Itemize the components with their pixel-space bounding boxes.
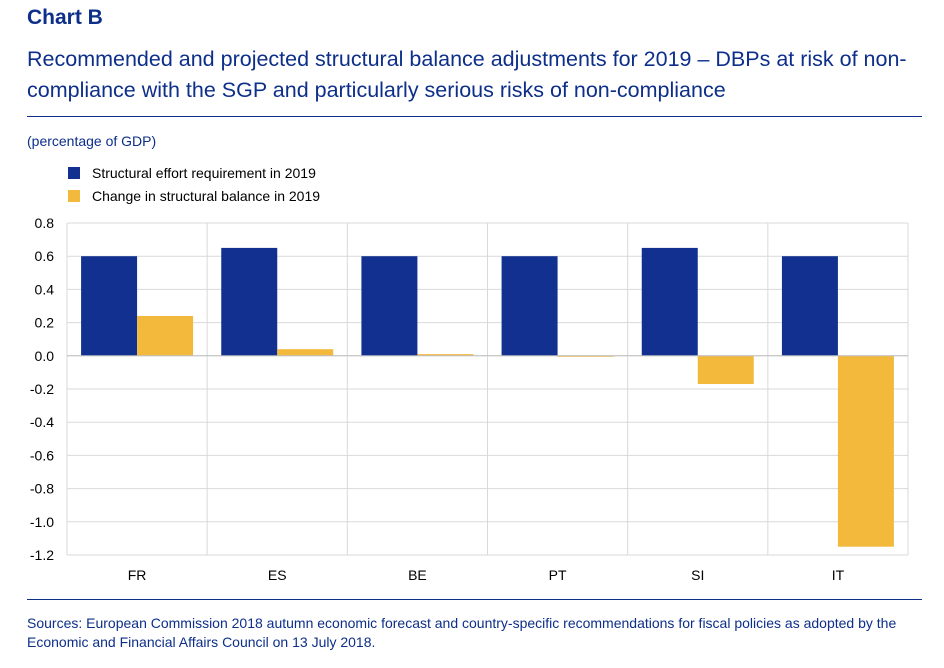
bar-it-series-2 [837,355,894,547]
x-tick-label: PT [549,567,567,583]
y-tick-label: -0.8 [30,481,54,497]
bar-es-series-1 [221,247,278,356]
x-tick-label: FR [128,567,147,583]
bar-chart: 0.8 0.6 0.4 0.2 0.0 -0.2 -0.4 -0.6 -0.8 -1.0 -1.2 F… [30,215,909,583]
y-tick-label: -1.0 [30,514,54,530]
legend-swatch-effort [68,166,80,179]
bar-si-series-1 [641,247,698,356]
y-tick-label: 0.8 [35,215,55,231]
y-tick-label: -0.2 [30,381,54,397]
legend-swatch-balance [68,189,80,202]
bar-it-series-1 [781,256,838,356]
x-tick-label: ES [268,567,287,583]
x-tick-label: BE [408,567,427,583]
bar-be-series-1 [361,256,418,356]
legend-item-effort: Structural effort requirement in 2019 [68,161,320,184]
y-tick-label: -1.2 [30,547,54,563]
bar-fr-series-2 [137,315,194,356]
legend-label-balance: Change in structural balance in 2019 [92,187,321,204]
unit-label: (percentage of GDP) [27,133,157,149]
x-tick-label: IT [832,567,845,583]
y-tick-label: -0.6 [30,447,54,463]
legend-item-balance: Change in structural balance in 2019 [68,184,320,207]
top-divider [27,116,922,117]
y-tick-label: 0.0 [35,348,55,364]
bar-fr-series-1 [81,256,138,356]
y-tick-label: 0.2 [35,315,55,331]
chart-label: Chart B [27,6,103,29]
chart-title: Recommended and projected structural bal… [27,47,907,102]
legend: Structural effort requirement in 2019 Ch… [68,161,320,207]
bottom-divider [27,599,922,600]
x-tick-label: SI [691,567,704,583]
bar-pt-series-1 [501,256,558,356]
bar-es-series-2 [277,349,334,356]
y-tick-label: 0.6 [35,248,55,264]
bar-si-series-2 [697,355,754,385]
y-tick-label: 0.4 [35,281,55,297]
source-note: Sources: European Commission 2018 autumn… [27,615,897,650]
y-tick-label: -0.4 [30,414,54,430]
bar-be-series-2 [417,354,474,356]
legend-label-effort: Structural effort requirement in 2019 [92,164,316,181]
